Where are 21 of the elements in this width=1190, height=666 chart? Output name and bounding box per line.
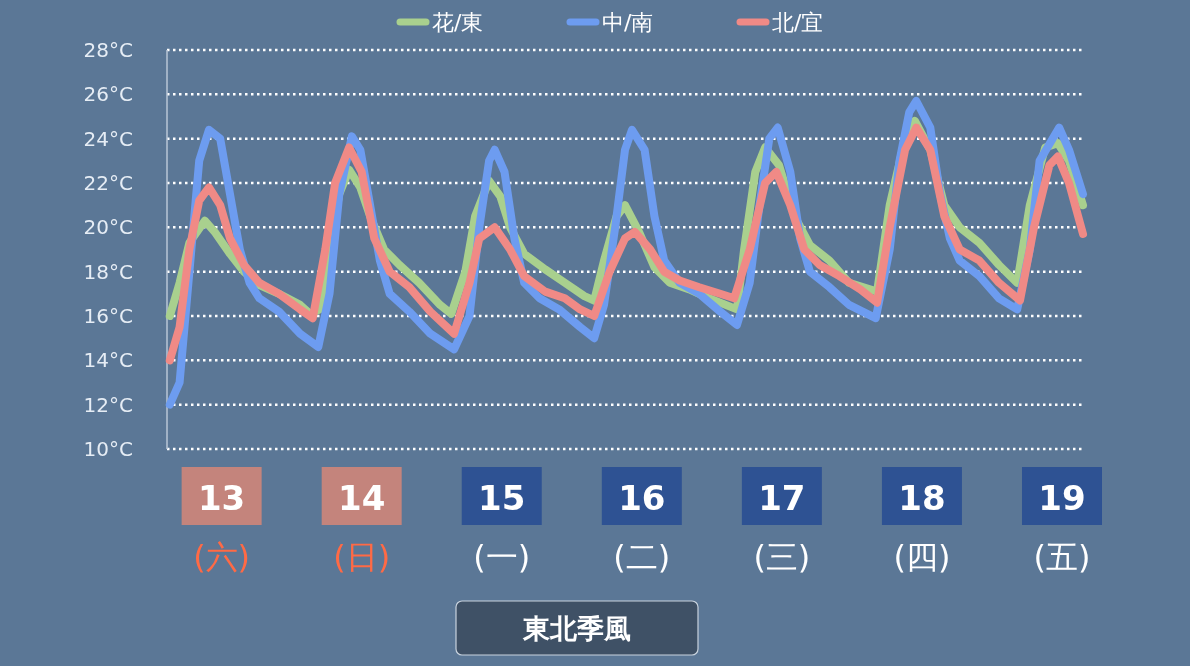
x-tick-label: 17 (三) xyxy=(753,478,811,576)
y-tick-label: 22°C xyxy=(83,171,133,195)
legend-label: 中/南 xyxy=(602,10,654,35)
y-tick-label: 18°C xyxy=(83,259,133,284)
y-tick-label: 20°C xyxy=(83,215,133,240)
y-tick-label: 14°C xyxy=(83,348,133,373)
legend-label: 花/東 xyxy=(432,10,484,35)
y-tick-label: 26°C xyxy=(83,82,133,107)
y-tick-label: 16°C xyxy=(83,304,133,328)
x-tick-label: 18 (四) xyxy=(893,478,951,576)
x-tick-label: 16 (二) xyxy=(613,478,671,576)
y-tick-label: 10°C xyxy=(83,437,133,461)
y-tick-label: 24°C xyxy=(83,126,133,151)
x-tick-label: 19 (五) xyxy=(1033,478,1091,576)
legend-label: 北/宜 xyxy=(772,10,824,35)
x-tick-label: 13 (六) xyxy=(193,478,251,576)
y-tick-label: 12°C xyxy=(83,392,133,417)
y-tick-label: 28°C xyxy=(83,38,133,62)
text: 東北季風 xyxy=(522,613,631,644)
x-tick-label: 14 (日) xyxy=(333,478,391,576)
x-tick-label: 15 (一) xyxy=(473,478,531,576)
